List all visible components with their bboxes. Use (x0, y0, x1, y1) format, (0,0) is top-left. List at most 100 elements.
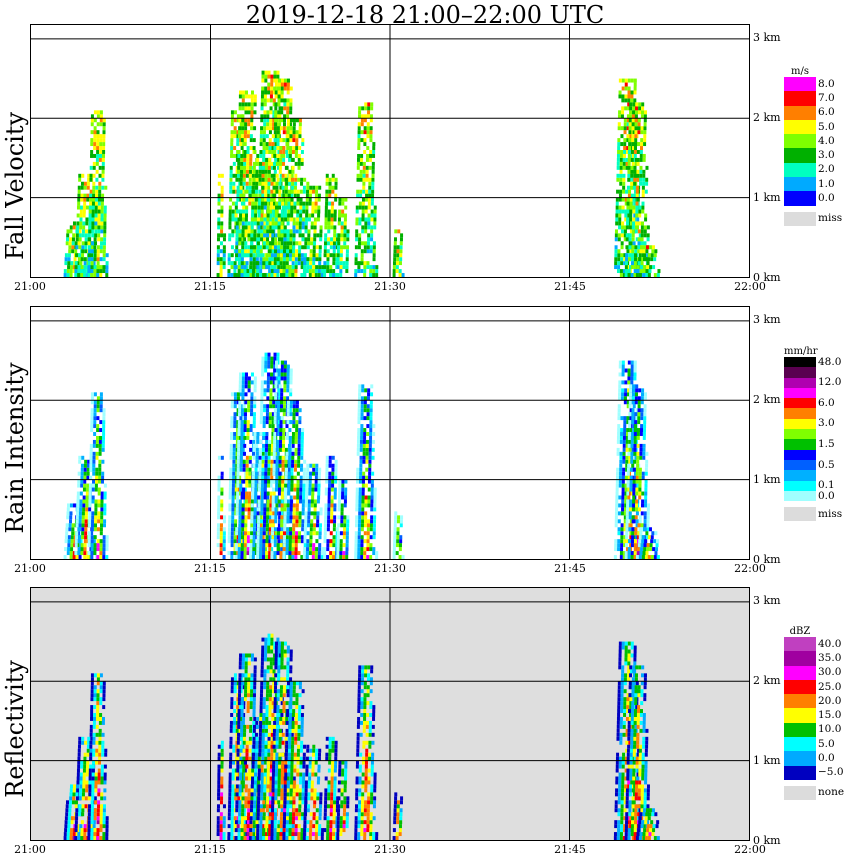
heatmap-cell (97, 491, 101, 496)
heatmap-cell (331, 201, 335, 206)
heatmap-cell (623, 118, 627, 123)
heatmap-cell (78, 229, 82, 234)
heatmap-cell (363, 265, 367, 270)
heatmap-cell (93, 535, 97, 540)
heatmap-cell (282, 138, 286, 143)
heatmap-cell (84, 249, 88, 254)
heatmap-cell (267, 451, 271, 456)
heatmap-cell (258, 451, 262, 456)
heatmap-cell (301, 225, 305, 230)
heatmap-cell (312, 185, 316, 190)
heatmap-cell (628, 142, 632, 147)
heatmap-cell (102, 122, 106, 127)
heatmap-cell (641, 106, 645, 111)
heatmap-cell (253, 94, 257, 99)
heatmap-cell (256, 531, 260, 536)
heatmap-cell (242, 201, 246, 206)
heatmap-cell (320, 269, 324, 274)
heatmap-cell (340, 511, 344, 516)
heatmap-cell (636, 157, 640, 162)
heatmap-cell (256, 543, 260, 548)
heatmap-cell (634, 257, 638, 262)
heatmap-cell (285, 539, 289, 544)
heatmap-cell (289, 515, 293, 520)
heatmap-cell (264, 483, 268, 488)
heatmap-cell (75, 555, 79, 559)
heatmap-cell (626, 126, 630, 131)
heatmap-cell (627, 213, 631, 218)
heatmap-cell (236, 197, 240, 202)
heatmap-cell (640, 265, 644, 270)
heatmap-cell (620, 241, 624, 246)
heatmap-cell (271, 412, 275, 417)
heatmap-cell (336, 257, 340, 262)
heatmap-cell (333, 217, 337, 222)
heatmap-cell (272, 511, 276, 516)
heatmap-cell (288, 543, 292, 548)
heatmap-cell (312, 253, 316, 258)
heatmap-cell (87, 539, 91, 544)
heatmap-cell (260, 384, 264, 389)
heatmap-cell (618, 205, 622, 210)
heatmap-cell (101, 197, 104, 202)
heatmap-cell (228, 217, 232, 222)
heatmap-cell (96, 134, 100, 139)
heatmap-cell (244, 221, 248, 226)
heatmap-cell (615, 197, 619, 202)
heatmap-cell (260, 118, 264, 123)
heatmap-cell (359, 157, 363, 162)
heatmap-cell (362, 185, 366, 190)
heatmap-cell (276, 130, 280, 135)
heatmap-cell (290, 209, 294, 214)
heatmap-cell (243, 443, 247, 448)
heatmap-cell (271, 527, 275, 532)
heatmap-cell (263, 491, 267, 496)
heatmap-cell (276, 74, 280, 79)
heatmap-cell (279, 535, 283, 540)
heatmap-cell (617, 261, 621, 266)
heatmap-cell (283, 86, 287, 91)
heatmap-cell (65, 241, 69, 246)
heatmap-cell (366, 408, 370, 413)
heatmap-cell (280, 400, 283, 405)
heatmap-cell (246, 153, 250, 158)
heatmap-cell (629, 106, 633, 111)
heatmap-cell (629, 205, 633, 210)
heatmap-cell (628, 245, 632, 250)
heatmap-cell (250, 114, 254, 119)
heatmap-cell (248, 479, 252, 484)
heatmap-cell (259, 535, 263, 540)
heatmap-cell (312, 257, 316, 262)
heatmap-cell (277, 110, 281, 115)
heatmap-cell (362, 471, 366, 476)
heatmap-cell (261, 483, 265, 488)
heatmap-cell (270, 360, 274, 365)
heatmap-cell (102, 257, 106, 262)
heatmap-cell (280, 217, 284, 222)
heatmap-cell (105, 535, 109, 540)
heatmap-cell (285, 257, 289, 262)
heatmap-cell (358, 495, 362, 500)
heatmap-cell (639, 153, 643, 158)
heatmap-cell (228, 491, 232, 496)
heatmap-cell (259, 134, 263, 139)
heatmap-cell (266, 225, 270, 230)
heatmap-cell (250, 519, 254, 524)
heatmap-cell (277, 372, 281, 377)
heatmap-cell (627, 78, 631, 83)
heatmap-cell (241, 527, 245, 532)
heatmap-cell (286, 519, 290, 524)
heatmap-cell (323, 265, 327, 270)
heatmap-cell (284, 189, 288, 194)
heatmap-cell (264, 471, 268, 476)
heatmap-cell (252, 169, 256, 174)
heatmap-cell (250, 523, 254, 528)
heatmap-cell (100, 237, 104, 242)
heatmap-cell (304, 519, 308, 524)
heatmap-cell (241, 185, 245, 190)
heatmap-cell (281, 205, 285, 210)
heatmap-cell (297, 447, 301, 452)
heatmap-cell (337, 221, 341, 226)
heatmap-cell (298, 515, 302, 520)
heatmap-cell (304, 221, 308, 226)
